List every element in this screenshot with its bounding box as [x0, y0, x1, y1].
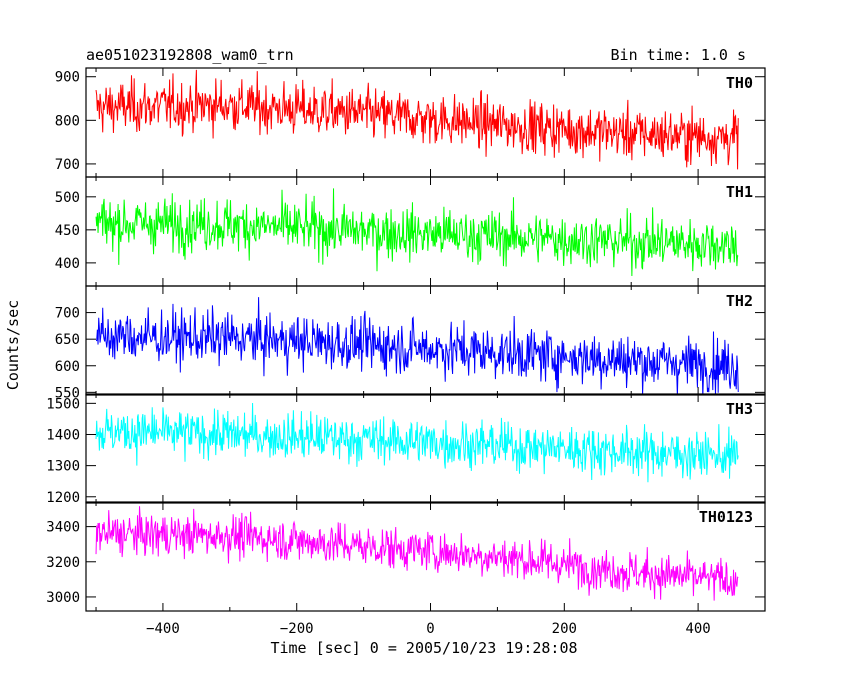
y-tick-label: 1500 [46, 396, 80, 412]
y-tick-label: 1400 [46, 427, 80, 443]
y-tick-label: 550 [55, 385, 80, 401]
x-tick-label: −400 [146, 621, 180, 637]
y-tick-label: 450 [55, 223, 80, 239]
y-axis-label: Counts/sec [4, 300, 22, 390]
series-label-th0: TH0 [726, 74, 753, 92]
series-line-th1 [95, 188, 739, 276]
y-tick-label: 700 [55, 157, 80, 173]
series-line-th2 [95, 297, 739, 395]
panel-frame [85, 393, 766, 504]
panel-th1: 400 450 500 TH1 [55, 176, 766, 287]
x-tick-label: 0 [426, 621, 434, 637]
y-tick-label: 650 [55, 332, 80, 348]
y-tick-label: 400 [55, 256, 80, 272]
panel-frame [85, 501, 766, 612]
series-label-th0123: TH0123 [699, 508, 753, 526]
panels-group: 700 800 900 TH0 400 450 500 TH1 550 600 650 700 TH2 1… [46, 67, 766, 637]
y-tick-label: 600 [55, 359, 80, 375]
x-axis-label: Time [sec] 0 = 2005/10/23 19:28:08 [270, 639, 577, 657]
x-tick-label: 200 [552, 621, 577, 637]
y-tick-label: 1200 [46, 490, 80, 506]
x-tick-label: 400 [685, 621, 710, 637]
x-tick-label: −200 [280, 621, 314, 637]
panel-th0123: 3000 3200 3400 TH0123 [46, 501, 766, 612]
series-label-th3: TH3 [726, 400, 753, 418]
y-tick-label: 1300 [46, 459, 80, 475]
y-tick-label: 3000 [46, 590, 80, 606]
series-line-th3 [95, 403, 739, 483]
y-tick-label: 700 [55, 306, 80, 322]
panel-th0: 700 800 900 TH0 [55, 67, 766, 178]
y-tick-label: 800 [55, 113, 80, 129]
y-tick-label: 900 [55, 70, 80, 86]
series-line-th0123 [95, 506, 739, 601]
series-line-th0 [95, 69, 739, 170]
y-tick-label: 3200 [46, 555, 80, 571]
panel-th2: 550 600 650 700 TH2 [55, 285, 766, 401]
panel-frame [85, 285, 766, 396]
bin-time-label: Bin time: 1.0 s [611, 46, 746, 64]
y-tick-label: 500 [55, 190, 80, 206]
panel-th3: 1200 1300 1400 1500 TH3 [46, 393, 766, 506]
series-label-th2: TH2 [726, 292, 753, 310]
series-label-th1: TH1 [726, 183, 753, 201]
chart-title: ae051023192808_wam0_trn [86, 46, 294, 64]
y-tick-label: 3400 [46, 520, 80, 536]
